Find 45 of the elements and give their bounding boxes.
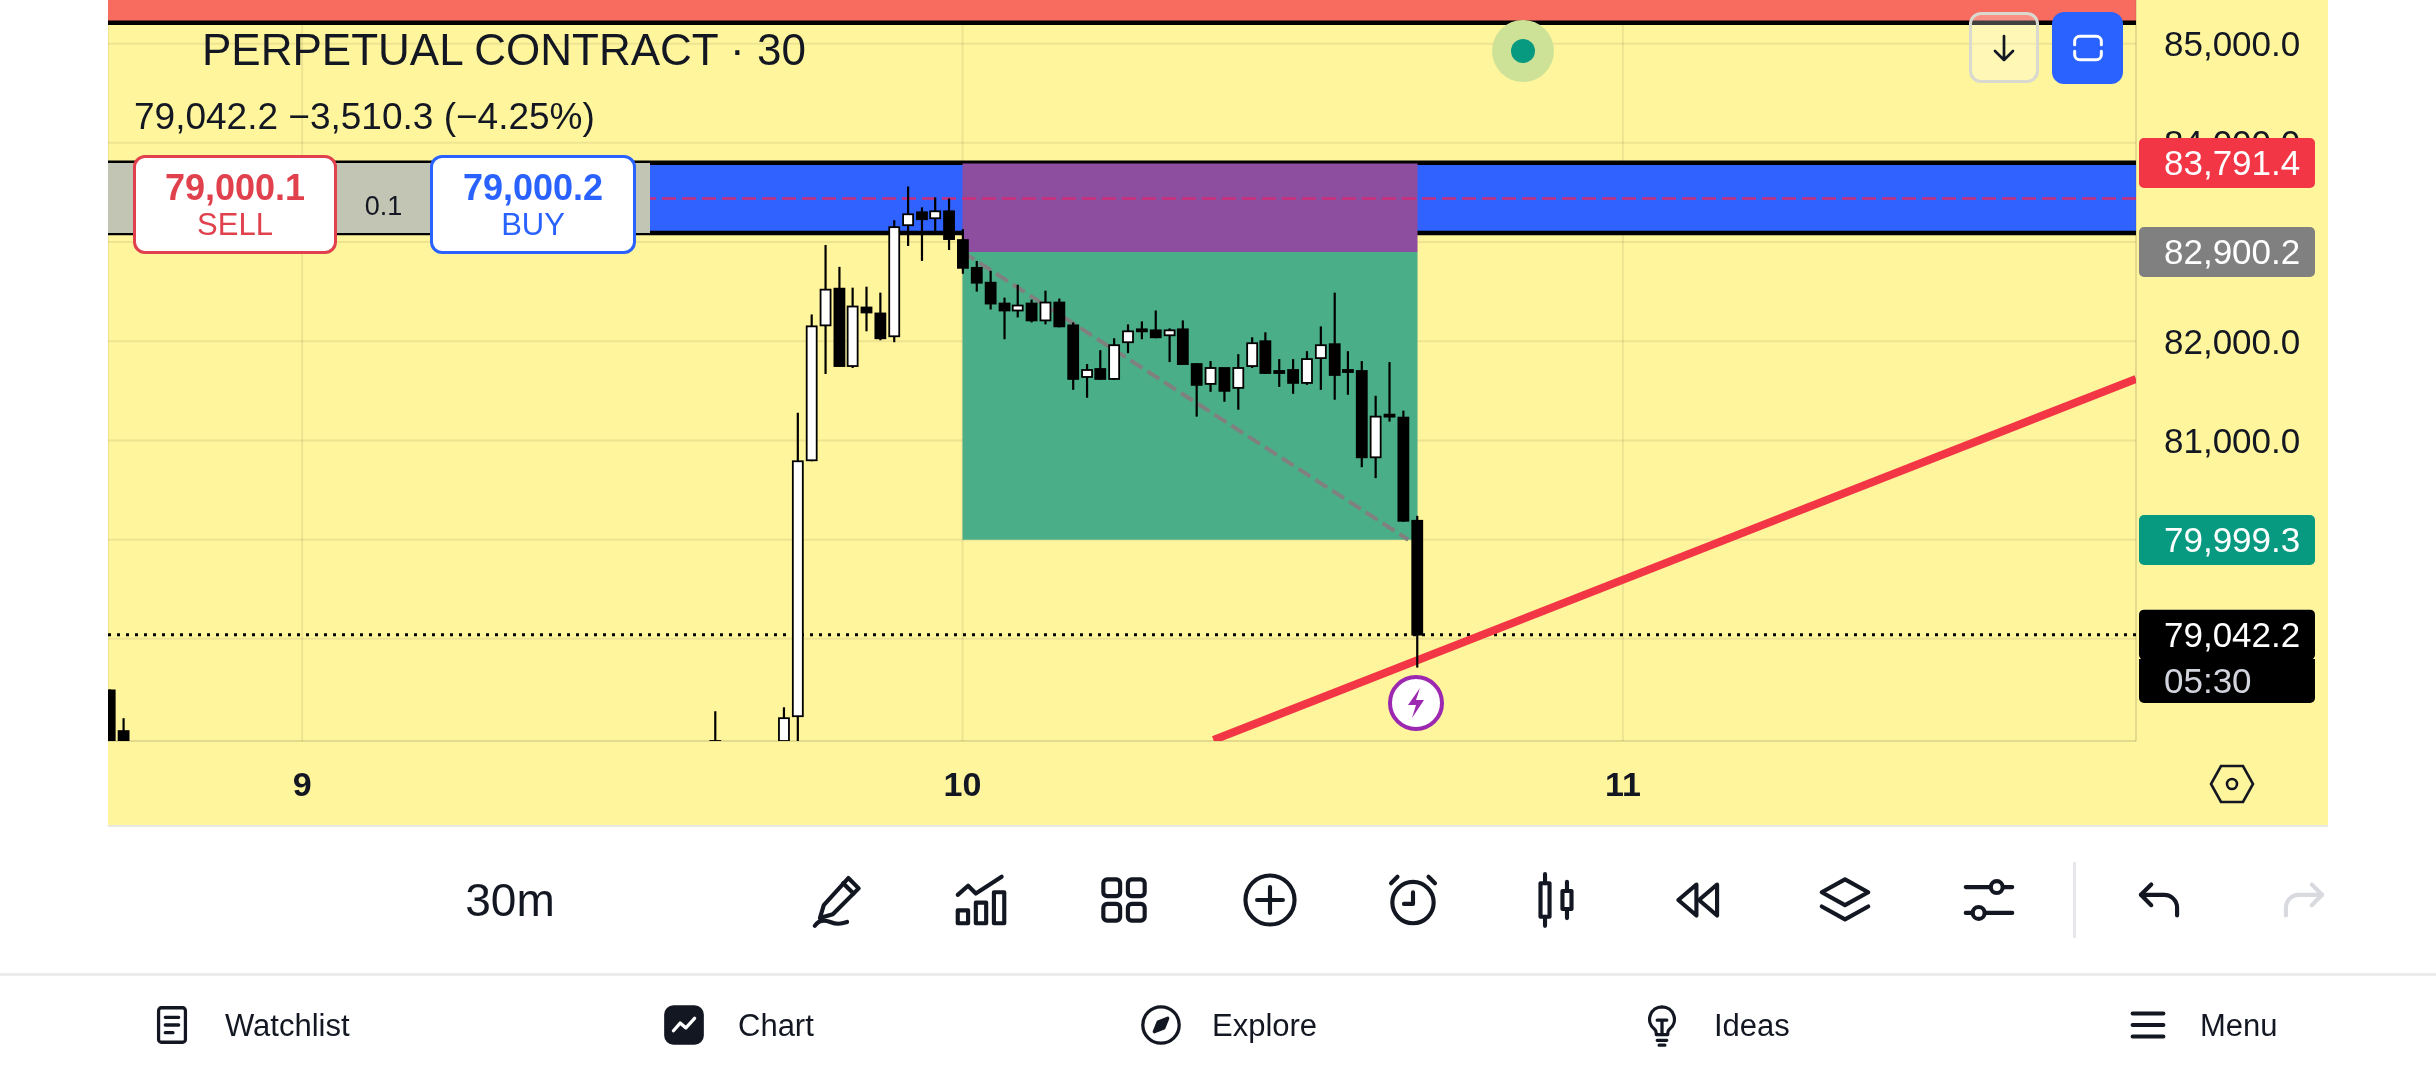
buy-button: 79,000.2 BUY: [430, 155, 636, 254]
candlestick: [1039, 289, 1052, 326]
candlestick: [970, 259, 983, 293]
text: Ideas: [1714, 1007, 1791, 1045]
candlestick: [1149, 309, 1162, 340]
candlestick: [1287, 357, 1299, 395]
candlestick: [778, 706, 790, 741]
text: 79,042.2 −3,510.3 (−4.25%): [134, 96, 595, 137]
text: Menu: [2200, 1007, 2279, 1045]
text: 05:30: [2139, 659, 2315, 703]
candlestick: [1273, 357, 1286, 388]
sell-button: 79,000.1 SELL: [133, 155, 337, 254]
candlestick: [1025, 298, 1038, 324]
annotation: SELL: [197, 206, 273, 242]
candlestick: [1301, 350, 1313, 386]
x-tick-label: 9: [292, 765, 312, 804]
text: 30m: [464, 874, 556, 926]
annotation: BUY: [501, 206, 565, 242]
candlestick: [1204, 359, 1217, 393]
candlestick: [1232, 353, 1245, 411]
candlestick: [1314, 325, 1327, 391]
text: Chart: [738, 1007, 815, 1045]
text: PERPETUAL CONTRACT · 30: [202, 25, 806, 74]
candlestick: [984, 269, 997, 311]
annotation: 79,000.1: [164, 166, 306, 208]
text: 82,900.2: [2139, 227, 2315, 277]
text: 83,791.4: [2139, 138, 2315, 188]
y-tick-label: 82,000.0: [2164, 321, 2301, 361]
candlestick: [709, 710, 722, 741]
annotation: 79,000.2: [462, 166, 604, 208]
candlestick: [1190, 361, 1203, 418]
candlestick: [1122, 323, 1134, 355]
candlestick: [1053, 297, 1066, 329]
text: Watchlist: [225, 1007, 351, 1045]
x-tick-label: 10: [943, 765, 982, 804]
candlestick: [1011, 283, 1024, 319]
candlestick: [1218, 366, 1231, 403]
candlestick: [1383, 360, 1396, 423]
annotation: 0.1: [363, 190, 404, 223]
y-tick-label: 85,000.0: [2164, 24, 2301, 64]
y-tick-label: 81,000.0: [2164, 420, 2301, 460]
x-tick-label: 11: [1604, 765, 1641, 804]
ref-line-label: 79,042.2: [2164, 615, 2301, 655]
text: Explore: [1212, 1007, 1319, 1045]
text: 79,999.3: [2139, 515, 2315, 565]
